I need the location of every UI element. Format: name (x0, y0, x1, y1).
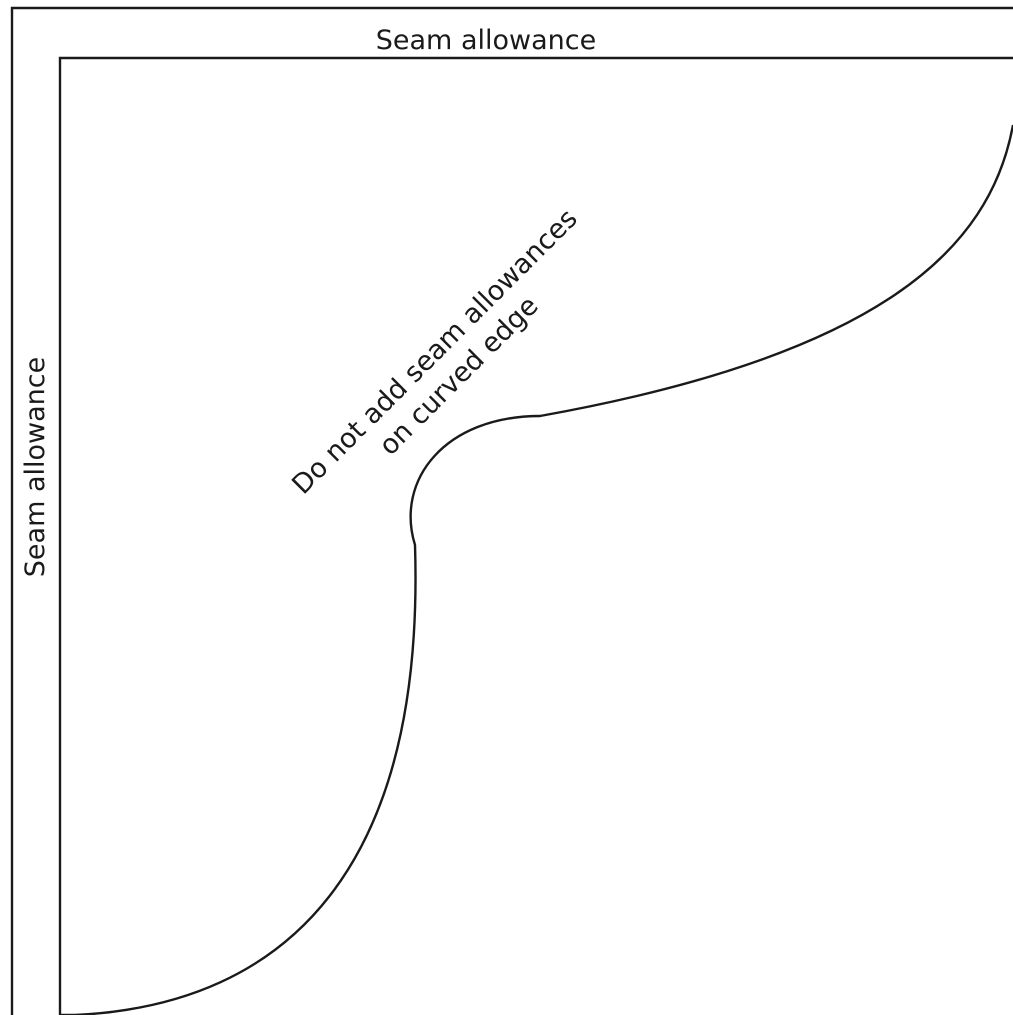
side-seam-allowance-label: Seam allowance (20, 357, 51, 577)
pattern-piece-outline (58, 56, 1013, 1015)
top-seam-allowance-label: Seam allowance (376, 25, 596, 56)
outer-cutting-line (10, 6, 1013, 1015)
curved-edge-note: Do not add seam allowances on curved edg… (286, 203, 583, 500)
